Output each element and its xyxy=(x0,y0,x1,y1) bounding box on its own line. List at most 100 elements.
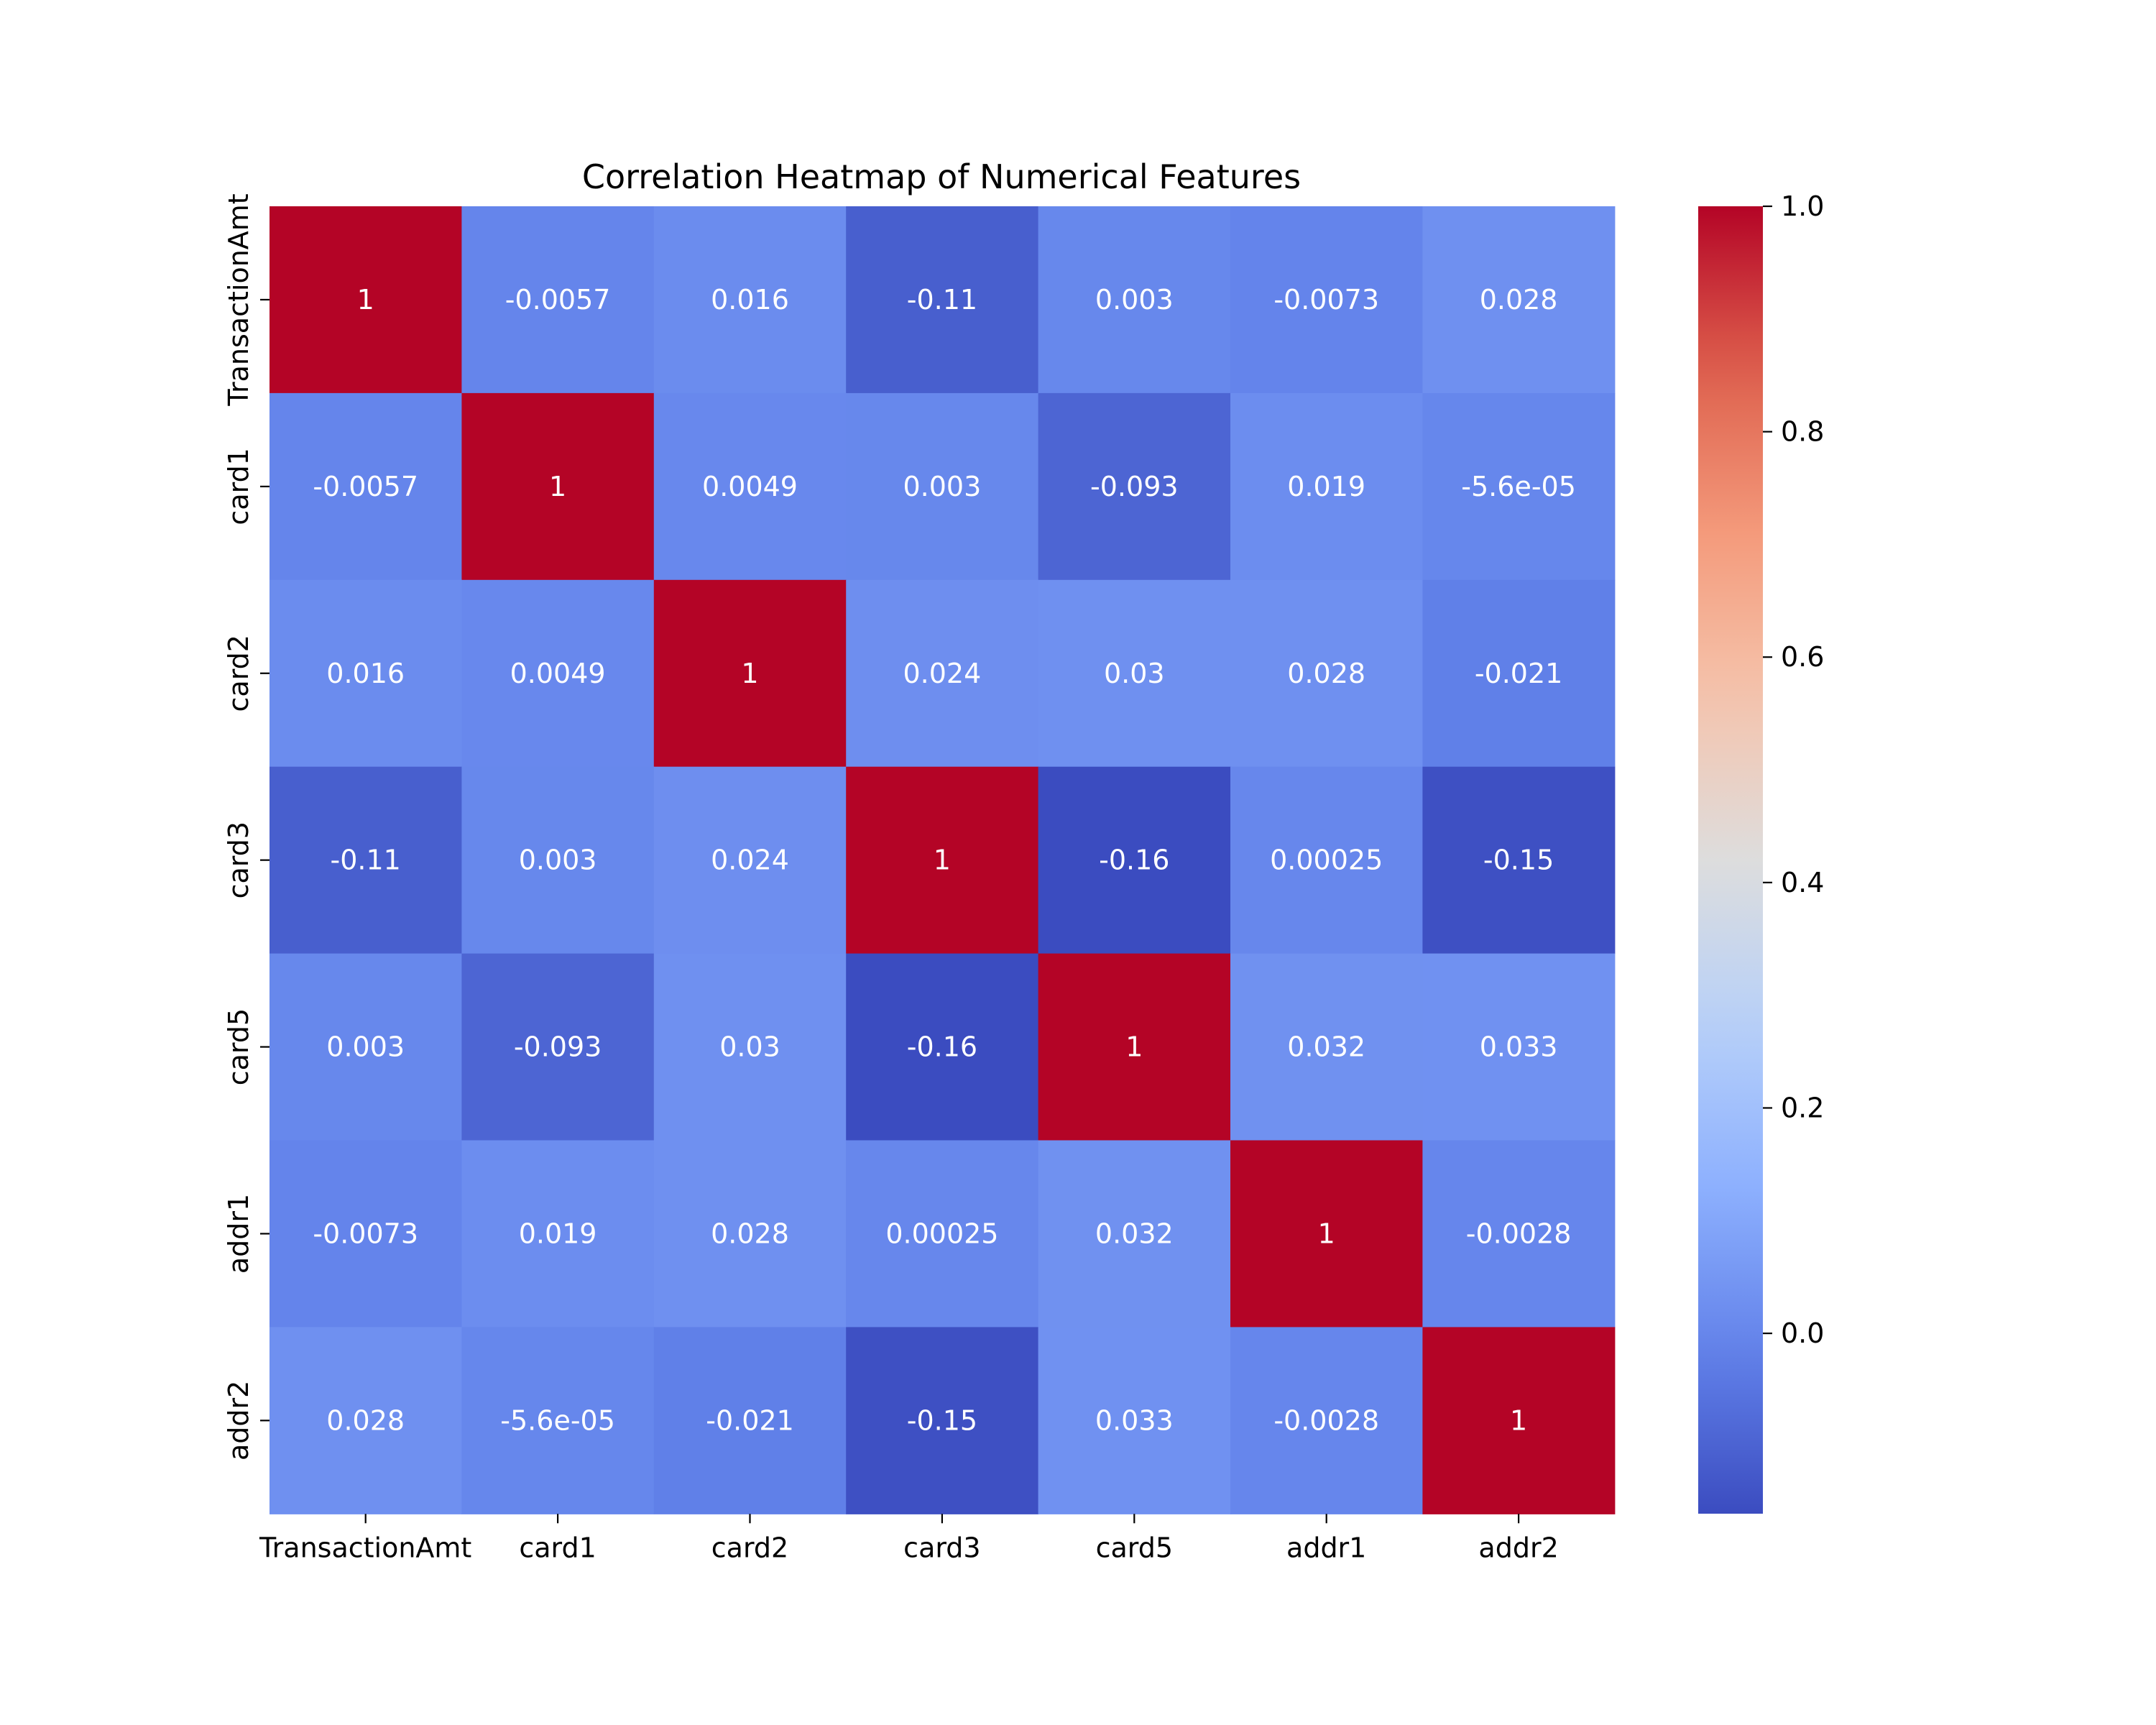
heatmap-cell xyxy=(846,206,1039,394)
cell-annotation: 0.016 xyxy=(711,284,789,316)
cell-annotation: -0.0057 xyxy=(505,284,611,316)
cell-annotation: -0.0057 xyxy=(313,471,418,502)
heatmap-cell xyxy=(461,392,655,581)
cell-annotation: 0.00025 xyxy=(885,1218,998,1250)
heatmap-cell xyxy=(270,579,462,768)
colorbar-tick-label: 0.8 xyxy=(1781,416,1824,448)
cell-annotation: -0.16 xyxy=(1099,845,1169,876)
heatmap-cell xyxy=(270,1140,462,1328)
cell-annotation: 0.0049 xyxy=(702,471,798,502)
heatmap-cell xyxy=(846,392,1039,581)
heatmap-cell xyxy=(1422,1140,1616,1328)
cell-annotation: 0.003 xyxy=(519,845,597,876)
heatmap-cell xyxy=(1038,1140,1231,1328)
heatmap-cell xyxy=(1038,1327,1231,1514)
cell-annotation: 0.028 xyxy=(1480,284,1558,316)
heatmap-cell xyxy=(1422,766,1616,954)
cell-annotation: -0.15 xyxy=(1483,845,1554,876)
cell-annotation: 0.028 xyxy=(1287,658,1365,689)
cell-annotation: 0.019 xyxy=(1287,471,1365,502)
heatmap-cell xyxy=(653,953,847,1141)
cell-annotation: 0.028 xyxy=(711,1218,789,1250)
x-tick-label: card2 xyxy=(711,1532,788,1563)
heatmap-cell xyxy=(461,766,655,954)
cell-annotation: -0.0073 xyxy=(1273,284,1379,316)
heatmap-cell xyxy=(461,206,655,394)
y-tick-label: TransactionAmt xyxy=(223,193,254,406)
cell-annotation: 0.032 xyxy=(1287,1031,1365,1063)
heatmap-cell xyxy=(461,953,655,1141)
cell-annotation: -0.11 xyxy=(907,284,977,316)
y-tick-label: addr2 xyxy=(223,1381,254,1460)
heatmap-cell xyxy=(1230,579,1423,768)
heatmap-cell xyxy=(1422,206,1616,394)
cell-annotation: -0.0028 xyxy=(1273,1404,1379,1436)
colorbar-tick-label: 1.0 xyxy=(1781,190,1824,222)
cell-annotation: -5.6e-05 xyxy=(1461,471,1576,502)
cell-annotation: 0.032 xyxy=(1095,1218,1174,1250)
cell-annotation: 1 xyxy=(741,658,758,689)
heatmap-cell xyxy=(1038,766,1231,954)
heatmap-cell xyxy=(1038,392,1231,581)
cell-annotation: 1 xyxy=(357,284,374,316)
heatmap-cell xyxy=(846,953,1039,1141)
y-tick-label: card2 xyxy=(223,635,254,712)
x-tick-label: addr1 xyxy=(1286,1532,1366,1563)
heatmap-cell xyxy=(846,1327,1039,1514)
cell-annotation: -0.15 xyxy=(907,1404,977,1436)
cell-annotation: 1 xyxy=(1510,1404,1527,1436)
colorbar-gradient xyxy=(1698,206,1763,1514)
heatmap-cell xyxy=(1038,206,1231,394)
heatmap-cell xyxy=(846,766,1039,954)
cell-annotation: 1 xyxy=(1318,1218,1335,1250)
heatmap-cell xyxy=(1230,766,1423,954)
cell-annotation: 0.0049 xyxy=(510,658,606,689)
cell-annotation: 0.033 xyxy=(1480,1031,1558,1063)
heatmap-cell xyxy=(1422,579,1616,768)
heatmap-cell xyxy=(461,579,655,768)
x-axis-ticks: TransactionAmt card1 card2 card3 card5 addr1 a… xyxy=(259,1514,1559,1563)
y-axis-ticks: TransactionAmt card1 card2 card3 card5 addr1 a… xyxy=(223,193,270,1460)
cell-annotation: -0.021 xyxy=(1475,658,1563,689)
cell-annotation: -0.0073 xyxy=(313,1218,418,1250)
heatmap-cell xyxy=(1230,206,1423,394)
heatmap-cell xyxy=(1038,579,1231,768)
heatmap-cell xyxy=(653,206,847,394)
cell-annotation: 0.033 xyxy=(1095,1404,1174,1436)
x-tick-label: card5 xyxy=(1096,1532,1173,1563)
cell-annotation: 0.03 xyxy=(719,1031,780,1063)
colorbar-tick-label: 0.0 xyxy=(1781,1317,1824,1349)
cell-annotation: -0.11 xyxy=(331,845,401,876)
heatmap-cell xyxy=(1422,953,1616,1141)
cell-annotation: 0.00025 xyxy=(1270,845,1383,876)
cell-annotation: -0.021 xyxy=(706,1404,794,1436)
colorbar-tick-label: 0.2 xyxy=(1781,1092,1824,1123)
x-tick-label: TransactionAmt xyxy=(259,1532,471,1563)
cell-annotation: -0.093 xyxy=(514,1031,602,1063)
y-tick-label: card1 xyxy=(223,448,254,525)
cell-annotation: 0.028 xyxy=(326,1404,405,1436)
cell-annotation: 0.024 xyxy=(903,658,982,689)
heatmap-cell xyxy=(270,392,462,581)
cell-annotation: 0.03 xyxy=(1104,658,1165,689)
cell-annotation: 0.024 xyxy=(711,845,789,876)
x-tick-label: card1 xyxy=(519,1532,596,1563)
heatmap-cell xyxy=(270,206,462,394)
cell-annotation: -5.6e-05 xyxy=(500,1404,615,1436)
x-tick-label: card3 xyxy=(903,1532,980,1563)
y-tick-label: card5 xyxy=(223,1008,254,1085)
cell-annotation: 0.003 xyxy=(903,471,982,502)
cell-annotation: 1 xyxy=(549,471,566,502)
heatmap-cells: 1 -0.0057 0.016 -0.11 0.003 -0.0073 0.028 -0.00… xyxy=(270,206,1616,1514)
heatmap-cell xyxy=(653,579,847,768)
cell-annotation: 1 xyxy=(1125,1031,1143,1063)
y-tick-label: card3 xyxy=(223,822,254,898)
y-tick-label: addr1 xyxy=(223,1194,254,1274)
chart-title: Correlation Heatmap of Numerical Feature… xyxy=(582,157,1301,196)
heatmap-cell xyxy=(653,392,847,581)
heatmap-cell xyxy=(1422,1327,1616,1514)
heatmap-cell xyxy=(270,1327,462,1514)
cell-annotation: -0.16 xyxy=(907,1031,977,1063)
heatmap-cell xyxy=(1422,392,1616,581)
